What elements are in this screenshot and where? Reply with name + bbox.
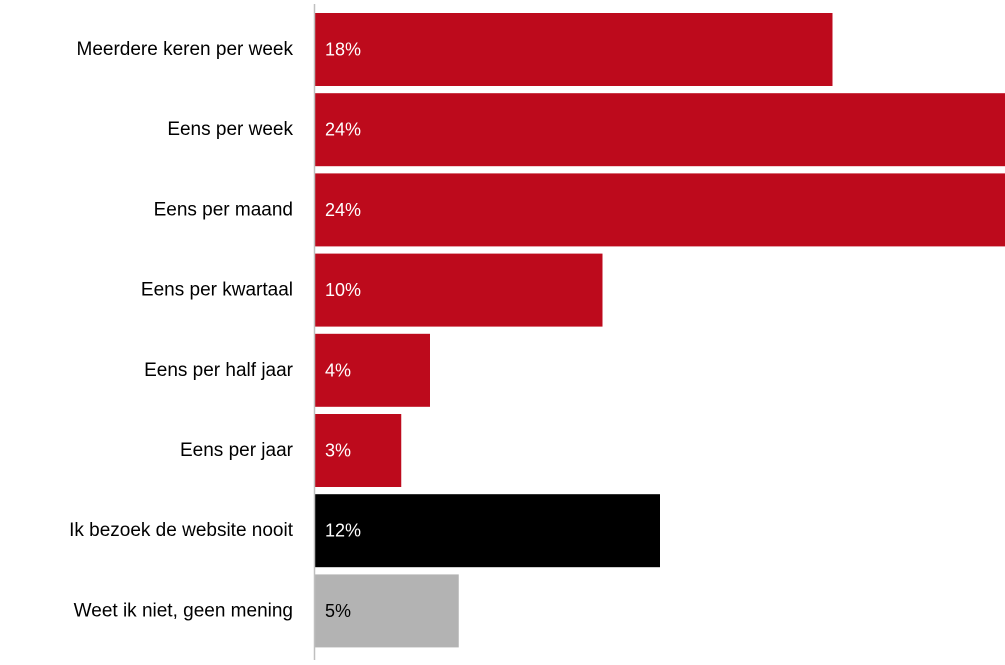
category-label-weet-ik-niet-geen-mening: Weet ik niet, geen mening	[74, 600, 293, 621]
category-label-eens-per-kwartaal: Eens per kwartaal	[141, 280, 293, 301]
bar-weet-ik-niet-geen-mening	[315, 574, 459, 648]
bar-ik-bezoek-de-website-nooit	[315, 494, 660, 568]
category-label-meerdere-keren-per-week: Meerdere keren per week	[77, 39, 294, 60]
value-label-ik-bezoek-de-website-nooit: 12%	[325, 521, 361, 541]
bar-eens-per-jaar	[315, 414, 402, 487]
value-label-meerdere-keren-per-week: 18%	[325, 40, 361, 60]
bar-eens-per-half-jaar	[315, 333, 430, 407]
category-label-eens-per-jaar: Eens per jaar	[180, 440, 294, 461]
value-label-eens-per-week: 24%	[325, 120, 361, 140]
category-label-ik-bezoek-de-website-nooit: Ik bezoek de website nooit	[69, 520, 294, 541]
value-label-eens-per-maand: 24%	[325, 200, 361, 220]
bars-layer: 18% 24% 24% 10% 4% 3% 12% 5%	[315, 13, 1005, 648]
bar-eens-per-kwartaal	[315, 253, 603, 327]
bar-eens-per-maand	[315, 173, 1005, 247]
value-label-eens-per-kwartaal: 10%	[325, 280, 361, 300]
bar-meerdere-keren-per-week	[315, 13, 833, 86]
value-label-weet-ik-niet-geen-mening: 5%	[325, 601, 351, 621]
category-label-eens-per-maand: Eens per maand	[154, 199, 293, 220]
category-label-eens-per-week: Eens per week	[167, 119, 293, 140]
value-label-eens-per-half-jaar: 4%	[325, 360, 351, 380]
category-label-eens-per-half-jaar: Eens per half jaar	[144, 360, 294, 381]
bar-eens-per-week	[315, 93, 1005, 167]
value-label-eens-per-jaar: 3%	[325, 441, 351, 461]
category-labels-layer: Meerdere keren per week Eens per week Eens…	[69, 39, 294, 621]
